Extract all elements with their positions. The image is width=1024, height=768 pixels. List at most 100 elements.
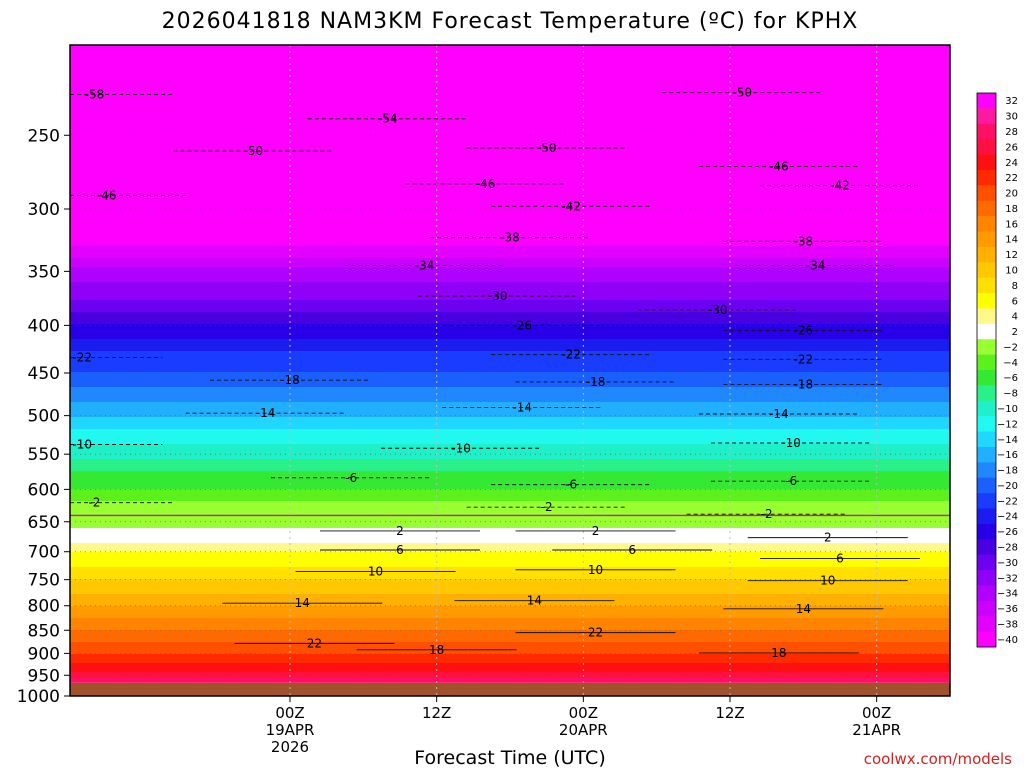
temperature-band xyxy=(70,84,950,88)
temperature-band xyxy=(70,453,950,457)
temperature-band xyxy=(70,300,950,304)
temperature-band xyxy=(70,288,950,292)
axis-ticks: 250 300 350 400 450 500 550 600 650 700 750 800 850 9… xyxy=(17,126,901,756)
colorbar-swatch xyxy=(977,231,996,248)
temperature-band xyxy=(70,630,950,634)
temperature-band xyxy=(70,408,950,412)
contour-label: -14 xyxy=(256,406,276,420)
credit-text[interactable]: coolwx.com/models xyxy=(864,750,1012,768)
y-tick-label: 1000 xyxy=(17,687,60,707)
temperature-band xyxy=(70,483,950,487)
temperature-band xyxy=(70,579,950,583)
temperature-band xyxy=(70,387,950,391)
temperature-band xyxy=(70,666,950,670)
temperature-band xyxy=(70,462,950,466)
colorbar-swatch xyxy=(977,554,996,571)
contour-label: -2 xyxy=(541,500,553,514)
temperature-band xyxy=(70,543,950,547)
temperature-band xyxy=(70,75,950,79)
temperature-band xyxy=(70,333,950,337)
temperature-band xyxy=(70,477,950,481)
colorbar-label: −30 xyxy=(997,558,1018,569)
temperature-band xyxy=(70,318,950,322)
x-tick-label: 20APR xyxy=(559,721,608,739)
temperature-band xyxy=(70,120,950,124)
temperature-band xyxy=(70,528,950,532)
colorbar-label: −14 xyxy=(997,435,1018,446)
colorbar-label: 2 xyxy=(1012,327,1018,338)
colorbar-swatch xyxy=(977,246,996,263)
colorbar-label: −10 xyxy=(997,404,1018,415)
temperature-band xyxy=(70,351,950,355)
temperature-band xyxy=(70,546,950,550)
colorbar-label: 6 xyxy=(1012,296,1018,307)
y-tick-label: 700 xyxy=(28,543,60,563)
colorbar-label: −8 xyxy=(1003,389,1018,400)
contour-label: -42 xyxy=(561,199,581,213)
temperature-band xyxy=(70,651,950,655)
temperature-band xyxy=(70,480,950,484)
colorbar-label: −32 xyxy=(997,573,1018,584)
contour-label: -50 xyxy=(732,86,752,100)
temperature-band xyxy=(70,156,950,160)
temperature-band xyxy=(70,567,950,571)
temperature-band xyxy=(70,78,950,82)
temperature-band xyxy=(70,411,950,415)
x-tick-label: 00Z xyxy=(862,704,891,722)
temperature-band xyxy=(70,510,950,514)
temperature-band xyxy=(70,57,950,61)
y-tick-label: 400 xyxy=(28,316,60,336)
temperature-band xyxy=(70,615,950,619)
temperature-band xyxy=(70,645,950,649)
colorbar-swatch xyxy=(977,600,996,617)
contour-label: -6 xyxy=(785,474,797,488)
temperature-band xyxy=(70,273,950,277)
colorbar-label: −40 xyxy=(997,635,1018,646)
temperature-band xyxy=(70,315,950,319)
temperature-band xyxy=(70,633,950,637)
temperature-band xyxy=(70,108,950,112)
contour-label: -30 xyxy=(488,289,508,303)
temperature-band xyxy=(70,336,950,340)
colorbar-swatch xyxy=(977,477,996,494)
temperature-band xyxy=(70,309,950,313)
temperature-band xyxy=(70,174,950,178)
temperature-band xyxy=(70,504,950,508)
colorbar-label: 14 xyxy=(1005,235,1018,246)
colorbar-swatch xyxy=(977,493,996,509)
temperature-band xyxy=(70,258,950,262)
temperature-band xyxy=(70,603,950,607)
colorbar-label: 30 xyxy=(1005,112,1018,123)
temperature-band xyxy=(70,423,950,427)
temperature-band xyxy=(70,267,950,271)
temperature-band xyxy=(70,261,950,265)
temperature-band xyxy=(70,369,950,373)
temperature-band xyxy=(70,657,950,661)
temperature-band xyxy=(70,129,950,133)
temperature-band xyxy=(70,570,950,574)
contour-label: -46 xyxy=(97,188,117,202)
contour-label: 6 xyxy=(836,552,844,566)
colorbar-label: 4 xyxy=(1012,312,1018,323)
temperature-band xyxy=(70,441,950,445)
plot-frame xyxy=(69,44,951,697)
contour-label: -46 xyxy=(476,177,496,191)
temperature-band xyxy=(70,321,950,325)
temperature-band xyxy=(70,150,950,154)
temperature-band xyxy=(70,153,950,157)
temperature-band xyxy=(70,561,950,565)
temperature-band xyxy=(70,609,950,613)
contour-label: 2 xyxy=(824,531,832,545)
temperature-band xyxy=(70,429,950,433)
temperature-band xyxy=(70,501,950,505)
temperature-band xyxy=(70,525,950,529)
colorbar-swatch xyxy=(977,616,996,633)
temperature-band xyxy=(70,681,950,683)
y-tick-label: 550 xyxy=(28,445,60,465)
temperature-band xyxy=(70,597,950,601)
temperature-band xyxy=(70,132,950,136)
temperature-band xyxy=(70,165,950,169)
colorbar-label: 28 xyxy=(1005,127,1018,138)
contour-label: -6 xyxy=(565,478,577,492)
